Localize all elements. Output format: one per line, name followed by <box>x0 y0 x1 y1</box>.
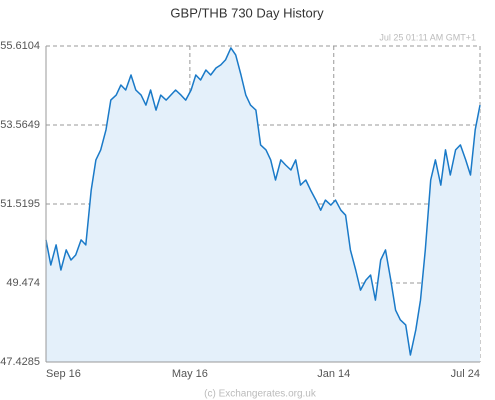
y-tick-label: 51.5195 <box>0 198 40 210</box>
x-tick-label: Jul 24 <box>451 368 480 380</box>
area <box>46 47 480 363</box>
x-tick-label: May 16 <box>172 368 208 380</box>
y-tick-label: 55.6104 <box>0 40 40 52</box>
y-tick-label: 53.5649 <box>0 119 40 131</box>
timestamp: Jul 25 01:11 AM GMT+1 <box>379 32 476 42</box>
y-tick-label: 49.474 <box>6 277 40 289</box>
line <box>45 47 481 356</box>
y-tick-label: 47.4285 <box>0 356 40 368</box>
x-tick-label: Sep 16 <box>46 368 81 380</box>
footer: (c) Exchangerates.org.uk <box>204 389 317 400</box>
chart-title: GBP/THB 730 Day History <box>170 5 324 20</box>
x-tick-label: Jan 14 <box>317 368 350 380</box>
